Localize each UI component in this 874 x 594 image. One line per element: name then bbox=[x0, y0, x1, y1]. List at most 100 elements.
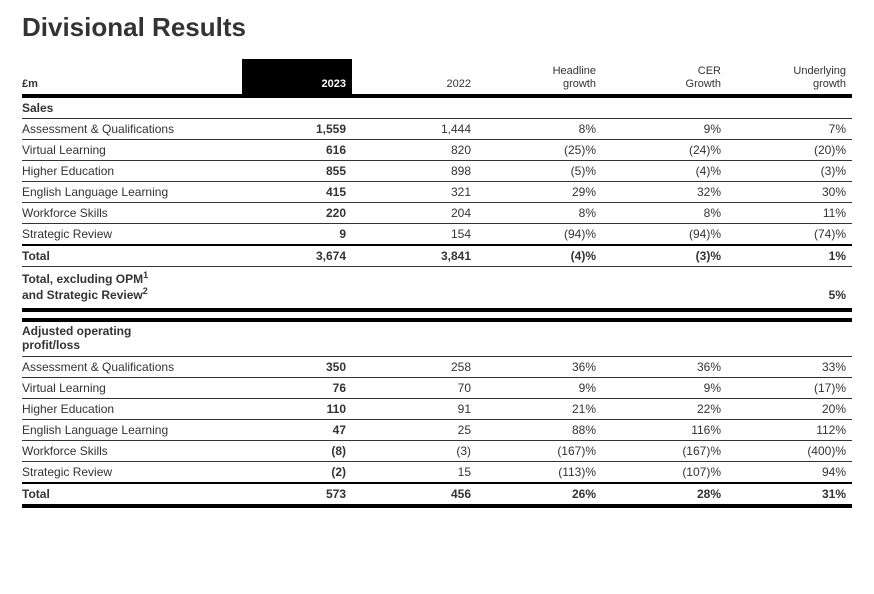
col-underlying: Underlyinggrowth bbox=[727, 59, 852, 96]
cell-headline: 9% bbox=[477, 377, 602, 398]
cell-underlying: (20)% bbox=[727, 140, 852, 161]
row-label: Virtual Learning bbox=[22, 377, 242, 398]
cell-headline: (25)% bbox=[477, 140, 602, 161]
cell-underlying: 33% bbox=[727, 356, 852, 377]
divisional-results-table: £m 2023 2022 Headlinegrowth CERGrowth Un… bbox=[22, 59, 852, 508]
cell-underlying: (3)% bbox=[727, 161, 852, 182]
cell-2022: 258 bbox=[352, 356, 477, 377]
row-label: Workforce Skills bbox=[22, 440, 242, 461]
row-label: English Language Learning bbox=[22, 419, 242, 440]
cell-2022: 154 bbox=[352, 224, 477, 246]
cell-2023: 76 bbox=[242, 377, 352, 398]
cell-2023: 220 bbox=[242, 203, 352, 224]
row-label: Virtual Learning bbox=[22, 140, 242, 161]
cell-underlying: (74)% bbox=[727, 224, 852, 246]
row-label: Workforce Skills bbox=[22, 203, 242, 224]
cell-underlying: 7% bbox=[727, 119, 852, 140]
table-row: Strategic Review 9 154 (94)% (94)% (74)% bbox=[22, 224, 852, 246]
cell-2022: (3) bbox=[352, 440, 477, 461]
section-sales-heading: Sales bbox=[22, 96, 242, 119]
footnote-underlying: 5% bbox=[727, 267, 852, 311]
cell-headline: 8% bbox=[477, 203, 602, 224]
cell-underlying: 94% bbox=[727, 461, 852, 483]
cell-2023: 47 bbox=[242, 419, 352, 440]
cell-headline: 8% bbox=[477, 119, 602, 140]
cell-underlying: 20% bbox=[727, 398, 852, 419]
cell-underlying: 31% bbox=[727, 483, 852, 506]
cell-headline: 29% bbox=[477, 182, 602, 203]
footnote-label: Total, excluding OPM1 and Strategic Revi… bbox=[22, 267, 242, 311]
cell-underlying: 30% bbox=[727, 182, 852, 203]
cell-2023: 1,559 bbox=[242, 119, 352, 140]
row-label: Higher Education bbox=[22, 161, 242, 182]
cell-headline: (4)% bbox=[477, 245, 602, 267]
table-row: Higher Education 110 91 21% 22% 20% bbox=[22, 398, 852, 419]
cell-underlying: (17)% bbox=[727, 377, 852, 398]
col-2022: 2022 bbox=[352, 59, 477, 96]
cell-2023: 9 bbox=[242, 224, 352, 246]
col-cer-label: CERGrowth bbox=[686, 65, 721, 90]
cell-cer: (107)% bbox=[602, 461, 727, 483]
cell-2023: 3,674 bbox=[242, 245, 352, 267]
cell-2022: 321 bbox=[352, 182, 477, 203]
sales-footnote-row: Total, excluding OPM1 and Strategic Revi… bbox=[22, 267, 852, 311]
cell-headline: 26% bbox=[477, 483, 602, 506]
unit-note: £m bbox=[22, 59, 242, 96]
table-row: Virtual Learning 616 820 (25)% (24)% (20… bbox=[22, 140, 852, 161]
table-row: Workforce Skills 220 204 8% 8% 11% bbox=[22, 203, 852, 224]
cell-2022: 15 bbox=[352, 461, 477, 483]
aop-head-line1: Adjusted operating bbox=[22, 324, 131, 338]
aop-head-line2: profit/loss bbox=[22, 338, 80, 352]
col-headline: Headlinegrowth bbox=[477, 59, 602, 96]
cell-underlying: 112% bbox=[727, 419, 852, 440]
row-label: Higher Education bbox=[22, 398, 242, 419]
cell-2023: 110 bbox=[242, 398, 352, 419]
cell-2022: 820 bbox=[352, 140, 477, 161]
cell-cer: 9% bbox=[602, 377, 727, 398]
table-row: English Language Learning 47 25 88% 116%… bbox=[22, 419, 852, 440]
row-label: English Language Learning bbox=[22, 182, 242, 203]
sales-total-row: Total 3,674 3,841 (4)% (3)% 1% bbox=[22, 245, 852, 267]
cell-cer: 36% bbox=[602, 356, 727, 377]
row-label: Assessment & Qualifications bbox=[22, 119, 242, 140]
cell-headline: 88% bbox=[477, 419, 602, 440]
cell-2022: 1,444 bbox=[352, 119, 477, 140]
cell-cer: (167)% bbox=[602, 440, 727, 461]
cell-cer: 8% bbox=[602, 203, 727, 224]
cell-2023: 415 bbox=[242, 182, 352, 203]
cell-2023: 616 bbox=[242, 140, 352, 161]
cell-2023: 855 bbox=[242, 161, 352, 182]
cell-2022: 25 bbox=[352, 419, 477, 440]
footnote-sup2: 2 bbox=[143, 286, 148, 296]
aop-total-row: Total 573 456 26% 28% 31% bbox=[22, 483, 852, 506]
col-cer: CERGrowth bbox=[602, 59, 727, 96]
cell-2023: 573 bbox=[242, 483, 352, 506]
cell-headline: (94)% bbox=[477, 224, 602, 246]
cell-underlying: (400)% bbox=[727, 440, 852, 461]
cell-headline: 21% bbox=[477, 398, 602, 419]
col-underlying-label: Underlyinggrowth bbox=[793, 65, 846, 90]
footnote-sup1: 1 bbox=[143, 270, 148, 280]
table-row: Workforce Skills (8) (3) (167)% (167)% (… bbox=[22, 440, 852, 461]
total-label: Total bbox=[22, 245, 242, 267]
cell-cer: (3)% bbox=[602, 245, 727, 267]
col-2023: 2023 bbox=[242, 59, 352, 96]
cell-2022: 456 bbox=[352, 483, 477, 506]
cell-2022: 91 bbox=[352, 398, 477, 419]
cell-underlying: 1% bbox=[727, 245, 852, 267]
table-row: Higher Education 855 898 (5)% (4)% (3)% bbox=[22, 161, 852, 182]
cell-cer: 116% bbox=[602, 419, 727, 440]
cell-cer: 28% bbox=[602, 483, 727, 506]
cell-2022: 898 bbox=[352, 161, 477, 182]
row-label: Assessment & Qualifications bbox=[22, 356, 242, 377]
cell-underlying: 11% bbox=[727, 203, 852, 224]
footnote-line1: Total, excluding OPM bbox=[22, 272, 143, 286]
cell-headline: 36% bbox=[477, 356, 602, 377]
table-row: Assessment & Qualifications 1,559 1,444 … bbox=[22, 119, 852, 140]
cell-2023: (8) bbox=[242, 440, 352, 461]
cell-cer: 22% bbox=[602, 398, 727, 419]
col-headline-label: Headlinegrowth bbox=[553, 65, 596, 90]
cell-cer: (24)% bbox=[602, 140, 727, 161]
row-label: Strategic Review bbox=[22, 461, 242, 483]
cell-2022: 204 bbox=[352, 203, 477, 224]
